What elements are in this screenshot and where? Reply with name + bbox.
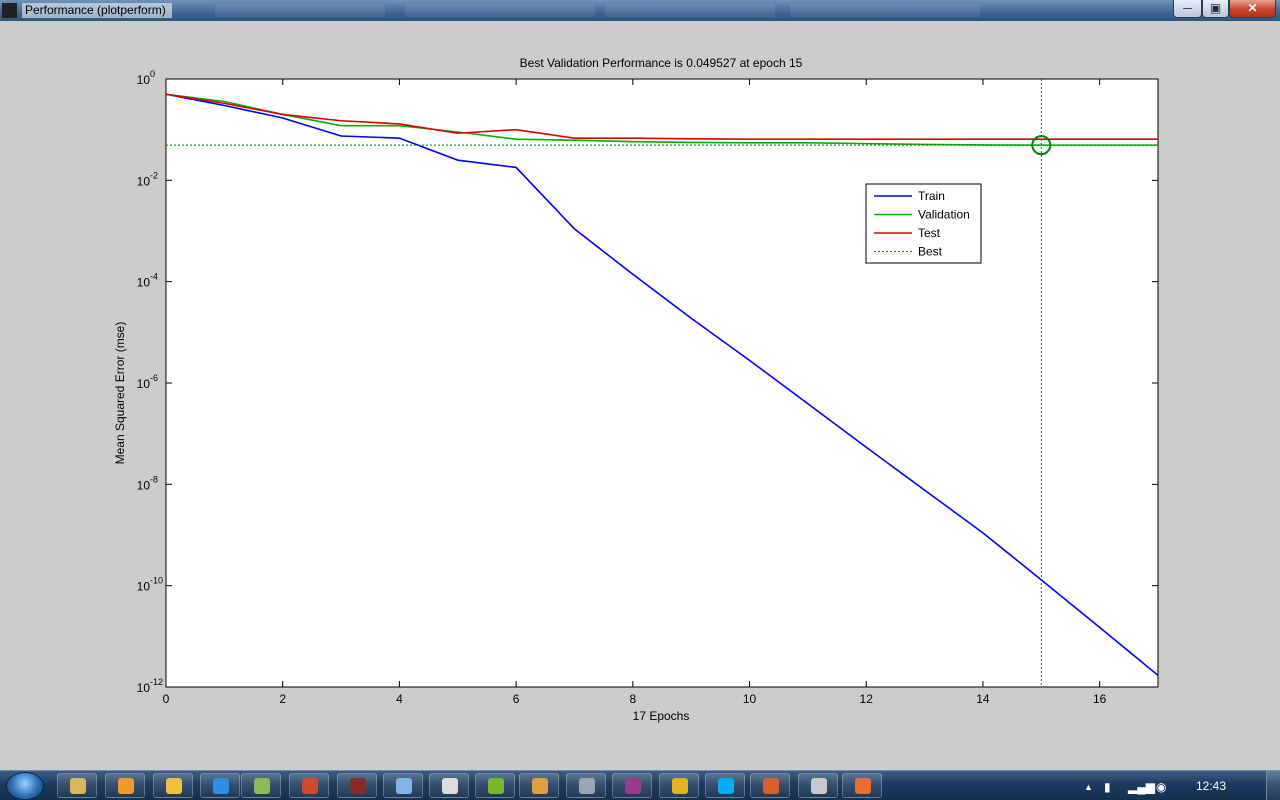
taskbar-button-files[interactable] (798, 773, 838, 798)
notepad-icon (396, 778, 412, 794)
y-tick-label-0: 10 (137, 73, 151, 87)
y-tick-label-4: 10 (137, 478, 151, 492)
files-icon (811, 778, 827, 794)
skype-icon (718, 778, 734, 794)
performance-plot: Best Validation Performance is 0.049527 … (113, 56, 1159, 723)
taskbar-button-ie[interactable] (200, 773, 240, 798)
folder-icon (166, 778, 182, 794)
y-tick-exponent-2: -4 (150, 272, 158, 282)
taskbar-button-wordpad[interactable] (429, 773, 469, 798)
x-tick-label-5: 10 (743, 692, 757, 706)
wordpad-icon (442, 778, 458, 794)
window-title: Performance (plotperform) (22, 3, 172, 18)
plot-axes[interactable] (165, 78, 1159, 688)
x-tick-label-6: 12 (860, 692, 874, 706)
y-tick-label-2: 10 (137, 276, 151, 290)
window-title-bar[interactable]: Performance (plotperform) ─ ▣ ✕ (0, 0, 1280, 21)
taskbar-button-spotify[interactable] (475, 773, 515, 798)
y-tick-exponent-3: -6 (150, 373, 158, 383)
y-tick-exponent-1: -2 (150, 170, 158, 180)
matlab-figure-icon (2, 3, 17, 18)
taskbar-button-explorer[interactable] (57, 773, 97, 798)
background-window-tab (215, 4, 385, 17)
y-tick-label-6: 10 (137, 681, 151, 695)
show-desktop-button[interactable] (1266, 771, 1280, 800)
series-line-test (165, 93, 1158, 140)
close-button[interactable]: ✕ (1229, 0, 1276, 18)
x-tick-label-4: 8 (629, 692, 636, 706)
y-tick-exponent-5: -10 (150, 576, 163, 586)
y-tick-label-3: 10 (137, 377, 151, 391)
power-icon[interactable]: ▮ (1104, 780, 1111, 794)
calculator-icon (579, 778, 595, 794)
x-tick-label-0: 0 (163, 692, 170, 706)
clock[interactable]: 12:43 (1196, 779, 1227, 793)
taskbar-button-winrar[interactable] (612, 773, 652, 798)
tray-expand-icon[interactable]: ▲ (1084, 782, 1093, 792)
series-line-train (165, 93, 1159, 676)
y-tick-label-5: 10 (137, 580, 151, 594)
y-axis-label: Mean Squared Error (mse) (113, 322, 127, 465)
taskbar-button-paint-palette[interactable] (519, 773, 559, 798)
taskbar-button-folder[interactable] (153, 773, 193, 798)
network-signal-icon[interactable]: ▂▄▆ (1128, 780, 1155, 794)
spotify-icon (488, 778, 504, 794)
x-axis-label: 17 Epochs (633, 709, 690, 723)
explorer-icon (70, 778, 86, 794)
paint-palette-icon (532, 778, 548, 794)
figure-area: Best Validation Performance is 0.049527 … (0, 21, 1280, 770)
x-tick-label-8: 16 (1093, 692, 1107, 706)
legend-label-test: Test (918, 226, 941, 240)
taskbar-button-firefox[interactable] (842, 773, 882, 798)
legend-box (865, 183, 982, 264)
legend-label-best: Best (918, 245, 943, 259)
plot-series (165, 93, 1159, 676)
chart-title: Best Validation Performance is 0.049527 … (520, 56, 803, 70)
taskbar-button-photo-viewer[interactable] (241, 773, 281, 798)
taskbar-button-notepad[interactable] (383, 773, 423, 798)
matlab-icon (763, 778, 779, 794)
maximize-button[interactable]: ▣ (1202, 0, 1229, 18)
taskbar-button-skype[interactable] (705, 773, 745, 798)
firefox-icon (855, 778, 871, 794)
legend-label-train: Train (918, 189, 945, 203)
paint-icon (302, 778, 318, 794)
taskbar: ▲ ▮ ▂▄▆ ◉ 12:43 (0, 770, 1280, 800)
y-tick-exponent-4: -8 (150, 474, 158, 484)
taskbar-button-calculator[interactable] (566, 773, 606, 798)
legend: Train Validation Test Best (865, 183, 982, 264)
x-tick-label-2: 4 (396, 692, 403, 706)
background-window-tab (605, 4, 775, 17)
ie-icon (213, 778, 229, 794)
y-tick-label-1: 10 (137, 174, 151, 188)
x-tick-label-7: 14 (976, 692, 990, 706)
series-line-validation (165, 93, 1158, 146)
taskbar-button-paint[interactable] (289, 773, 329, 798)
chrome-icon (672, 778, 688, 794)
background-window-tab (405, 4, 595, 17)
media-player-icon (118, 778, 134, 794)
x-tick-label-1: 2 (279, 692, 286, 706)
taskbar-button-matlab[interactable] (750, 773, 790, 798)
taskbar-button-book[interactable] (337, 773, 377, 798)
best-marker-group (166, 79, 1158, 687)
winrar-icon (625, 778, 641, 794)
photo-viewer-icon (254, 778, 270, 794)
y-tick-exponent-0: 0 (150, 69, 155, 79)
best-point-marker (1031, 135, 1052, 156)
taskbar-button-media-player[interactable] (105, 773, 145, 798)
taskbar-button-chrome[interactable] (659, 773, 699, 798)
y-tick-exponent-6: -12 (150, 677, 163, 687)
volume-muted-icon[interactable]: ◉ (1156, 780, 1167, 794)
book-icon (350, 778, 366, 794)
background-window-tab (790, 4, 980, 17)
start-button[interactable] (6, 772, 44, 800)
x-tick-label-3: 6 (513, 692, 520, 706)
minimize-button[interactable]: ─ (1173, 0, 1202, 18)
legend-label-validation: Validation (918, 208, 970, 222)
